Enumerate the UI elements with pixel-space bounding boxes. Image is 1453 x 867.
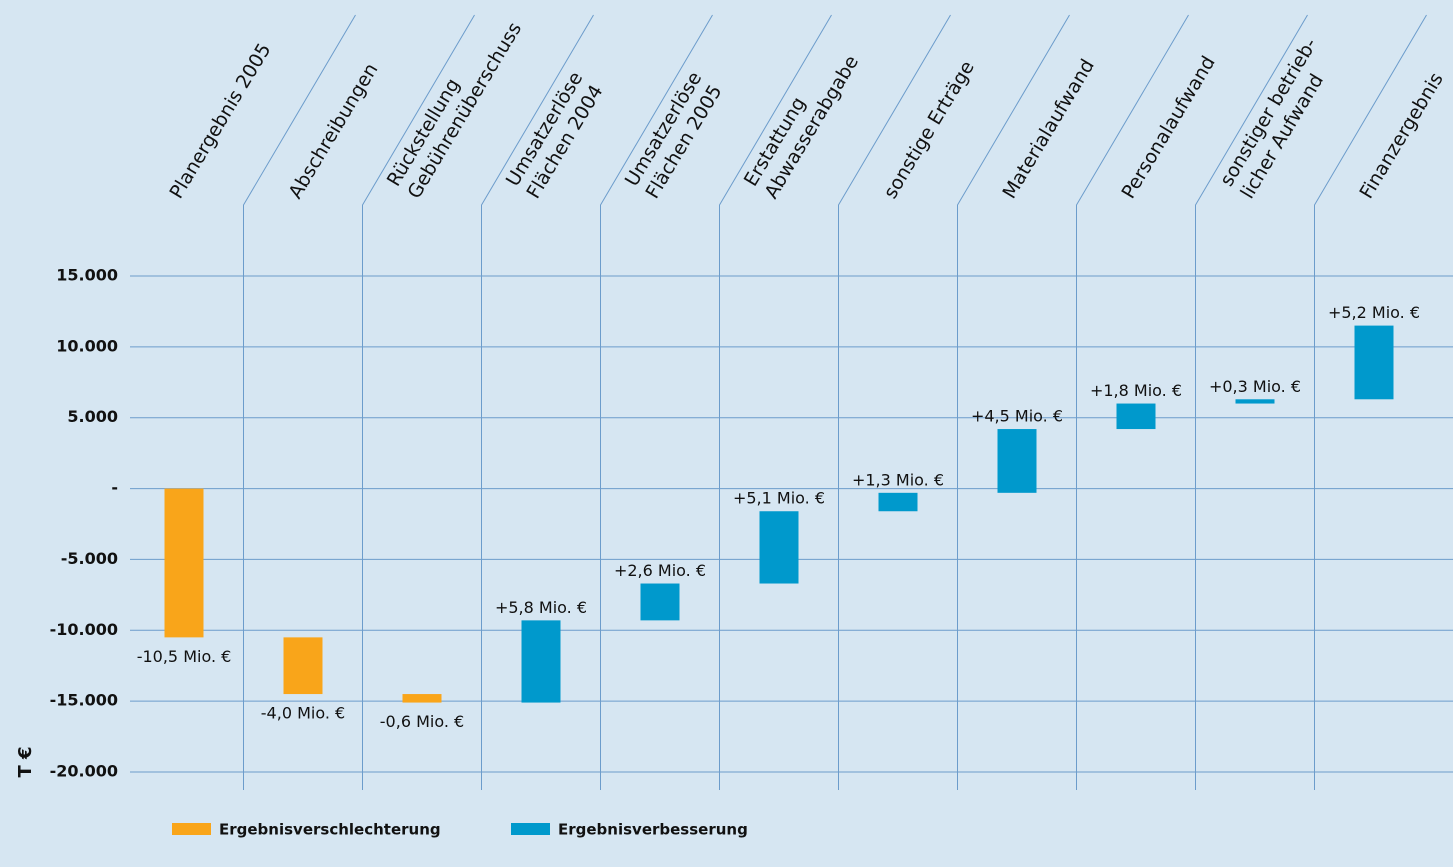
value-label: +0,3 Mio. € <box>1209 377 1301 396</box>
value-label: +5,2 Mio. € <box>1328 303 1420 322</box>
value-label: -0,6 Mio. € <box>380 712 464 731</box>
bar <box>878 492 918 512</box>
column-separator <box>957 14 1070 790</box>
bar <box>1354 325 1394 400</box>
y-tick-label: - <box>111 478 118 497</box>
value-label: -10,5 Mio. € <box>137 647 232 666</box>
column-separator <box>481 14 594 790</box>
bar <box>402 694 442 703</box>
value-label: +5,1 Mio. € <box>733 489 825 508</box>
column-separator <box>243 14 356 790</box>
value-label: +1,8 Mio. € <box>1090 381 1182 400</box>
legend-label: Ergebnisverbesserung <box>558 821 748 839</box>
value-label: +4,5 Mio. € <box>971 407 1063 426</box>
bar <box>283 637 323 695</box>
value-label: +1,3 Mio. € <box>852 470 944 489</box>
column-separator <box>838 14 951 790</box>
bar <box>997 429 1037 493</box>
column-separator <box>600 14 713 790</box>
legend-swatch <box>172 823 211 835</box>
bar <box>521 620 561 703</box>
value-label: -4,0 Mio. € <box>261 704 345 723</box>
bar <box>1116 403 1156 430</box>
value-label: +5,8 Mio. € <box>495 598 587 617</box>
bar <box>640 583 680 621</box>
value-label: +2,6 Mio. € <box>614 561 706 580</box>
y-tick-label: 15.000 <box>56 266 118 285</box>
column-separator <box>362 14 475 790</box>
y-tick-label: -5.000 <box>61 549 118 568</box>
column-separator <box>1314 14 1427 790</box>
bar <box>759 511 799 584</box>
bar <box>164 488 204 638</box>
y-tick-label: -10.000 <box>50 620 118 639</box>
column-separator <box>1195 14 1308 790</box>
column-separator <box>719 14 832 790</box>
column-separator <box>1076 14 1189 790</box>
y-axis-label: T € <box>15 746 36 777</box>
bar <box>1235 399 1275 404</box>
y-tick-label: -15.000 <box>50 691 118 710</box>
legend-label: Ergebnisverschlechterung <box>219 821 441 839</box>
y-tick-label: 10.000 <box>56 336 118 355</box>
y-tick-label: 5.000 <box>67 407 118 426</box>
y-tick-label: -20.000 <box>50 762 118 781</box>
legend-swatch <box>511 823 550 835</box>
